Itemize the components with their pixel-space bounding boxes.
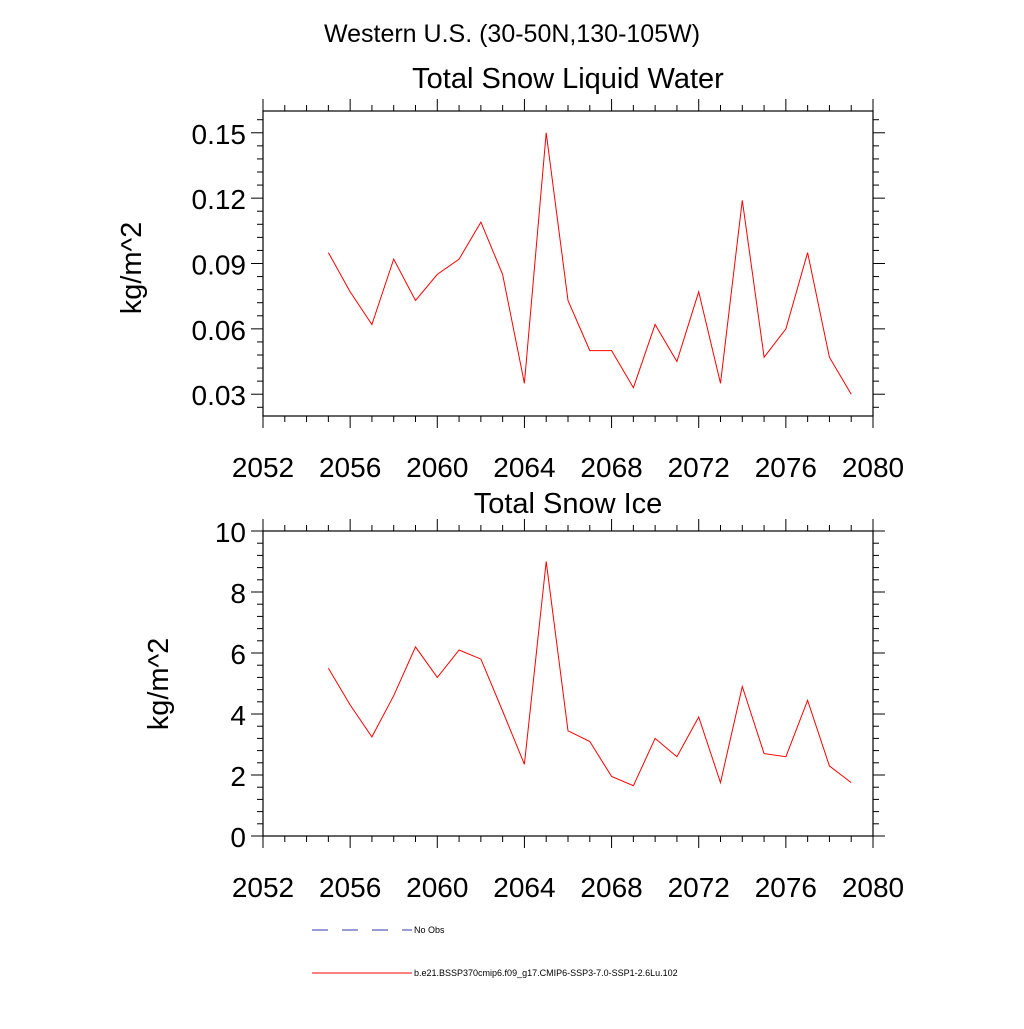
tick-marks	[251, 519, 885, 848]
x-tick-label: 2056	[319, 452, 381, 483]
x-tick-label: 2068	[580, 872, 642, 903]
x-tick-label: 2076	[755, 452, 817, 483]
x-tick-labels: 2052 2056 2060 2064 2068 2072 2076 2080	[232, 872, 904, 903]
x-tick-label: 2064	[493, 872, 555, 903]
panel-snow-liquid-water: Total Snow Liquid Water kg/m^2 0.030.060…	[116, 63, 904, 483]
panel-title: Total Snow Ice	[474, 488, 663, 520]
suptitle: Western U.S. (30-50N,130-105W)	[324, 20, 700, 48]
plot-frame	[262, 110, 874, 417]
series-lines	[327, 561, 852, 787]
series-line	[327, 561, 852, 787]
x-tick-label: 2072	[668, 872, 730, 903]
y-axis-label: kg/m^2	[143, 638, 175, 731]
y-tick-label: 0.06	[192, 315, 247, 346]
y-tick-label: 0.12	[192, 184, 247, 215]
y-tick-label: 2	[230, 761, 246, 792]
series-lines	[327, 132, 852, 395]
y-tick-label: 0.15	[192, 119, 247, 150]
legend: No Obs b.e21.BSSP370cmip6.f09_g17.CMIP6-…	[312, 925, 678, 978]
y-tick-labels: 0.03 0.06 0.09 0.12 0.15	[192, 119, 247, 411]
x-tick-label: 2076	[755, 872, 817, 903]
x-tick-label: 2060	[406, 452, 468, 483]
legend-label-model-run: b.e21.BSSP370cmip6.f09_g17.CMIP6-SSP3-7.…	[414, 968, 678, 978]
series-line	[327, 132, 852, 395]
y-tick-label: 8	[230, 578, 246, 609]
y-tick-labels: 0 2 4 6 8 10	[215, 517, 246, 853]
x-tick-label: 2068	[580, 452, 642, 483]
tick-marks	[251, 99, 885, 428]
x-tick-label: 2056	[319, 872, 381, 903]
x-tick-label: 2060	[406, 872, 468, 903]
plot-frame	[262, 530, 874, 837]
y-axis-label: kg/m^2	[116, 222, 148, 315]
y-tick-label: 0	[230, 822, 246, 853]
y-tick-label: 4	[230, 700, 246, 731]
x-tick-label: 2064	[493, 452, 555, 483]
y-tick-label: 0.03	[192, 380, 247, 411]
x-tick-label: 2080	[842, 872, 904, 903]
panel-title: Total Snow Liquid Water	[412, 63, 724, 95]
y-tick-label: 0.09	[192, 250, 247, 281]
x-tick-label: 2072	[668, 452, 730, 483]
x-tick-label: 2052	[232, 452, 294, 483]
legend-label-no-obs: No Obs	[414, 925, 445, 935]
y-tick-label: 10	[215, 517, 246, 548]
x-tick-label: 2052	[232, 872, 294, 903]
x-tick-label: 2080	[842, 452, 904, 483]
y-tick-label: 6	[230, 639, 246, 670]
x-tick-labels: 2052 2056 2060 2064 2068 2072 2076 2080	[232, 452, 904, 483]
